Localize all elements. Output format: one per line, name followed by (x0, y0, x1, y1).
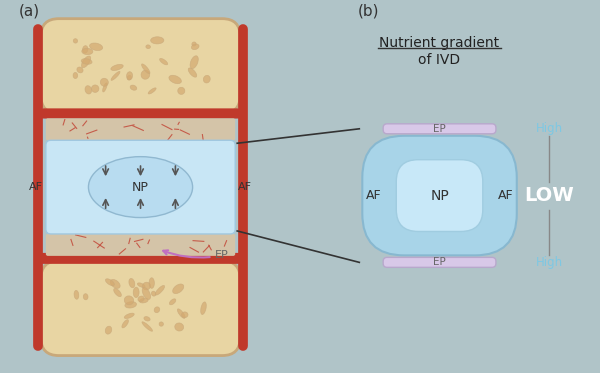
Ellipse shape (175, 323, 184, 331)
Text: AF: AF (365, 189, 381, 202)
FancyBboxPatch shape (383, 257, 496, 267)
Ellipse shape (127, 72, 133, 80)
Ellipse shape (148, 88, 156, 94)
Ellipse shape (188, 68, 197, 77)
Ellipse shape (130, 85, 137, 90)
FancyBboxPatch shape (41, 110, 240, 118)
FancyBboxPatch shape (41, 109, 240, 118)
Ellipse shape (111, 65, 123, 70)
Ellipse shape (159, 322, 163, 326)
Text: Nutrient gradient: Nutrient gradient (379, 36, 500, 50)
Ellipse shape (127, 75, 131, 80)
FancyBboxPatch shape (383, 124, 496, 134)
Ellipse shape (142, 287, 151, 300)
Ellipse shape (81, 59, 92, 64)
Ellipse shape (200, 302, 206, 314)
Text: NP: NP (132, 181, 149, 194)
FancyBboxPatch shape (41, 256, 240, 264)
Ellipse shape (85, 86, 92, 94)
Ellipse shape (142, 282, 151, 290)
Ellipse shape (73, 39, 77, 43)
Ellipse shape (160, 59, 167, 65)
Text: EP: EP (433, 257, 446, 267)
FancyBboxPatch shape (46, 140, 235, 234)
Ellipse shape (192, 42, 196, 46)
Ellipse shape (142, 322, 152, 331)
FancyBboxPatch shape (46, 234, 235, 256)
Text: (a): (a) (19, 3, 40, 18)
Ellipse shape (111, 71, 120, 81)
Ellipse shape (178, 87, 185, 94)
FancyBboxPatch shape (362, 136, 517, 256)
Ellipse shape (103, 83, 107, 92)
Ellipse shape (100, 78, 109, 86)
Ellipse shape (83, 294, 88, 300)
Ellipse shape (122, 320, 128, 328)
Ellipse shape (129, 278, 135, 288)
Ellipse shape (113, 288, 121, 297)
Text: (b): (b) (358, 3, 379, 18)
Ellipse shape (203, 75, 210, 83)
Ellipse shape (139, 298, 148, 303)
Ellipse shape (105, 326, 112, 334)
FancyBboxPatch shape (396, 160, 483, 232)
Text: EP: EP (433, 124, 446, 134)
FancyBboxPatch shape (41, 253, 240, 261)
Ellipse shape (144, 317, 150, 321)
Ellipse shape (169, 299, 176, 305)
Ellipse shape (125, 302, 137, 308)
Ellipse shape (155, 285, 164, 295)
Ellipse shape (137, 283, 145, 288)
Ellipse shape (190, 56, 198, 69)
Ellipse shape (88, 157, 193, 217)
Text: LOW: LOW (524, 186, 574, 205)
Text: NP: NP (430, 189, 449, 203)
FancyBboxPatch shape (41, 261, 240, 355)
Ellipse shape (173, 284, 184, 294)
Ellipse shape (89, 43, 103, 50)
Ellipse shape (110, 279, 120, 288)
Ellipse shape (124, 313, 134, 319)
FancyBboxPatch shape (46, 118, 235, 140)
Ellipse shape (138, 296, 144, 302)
Text: High: High (536, 122, 563, 135)
Ellipse shape (191, 44, 199, 50)
Ellipse shape (73, 72, 77, 79)
Ellipse shape (77, 67, 83, 73)
Ellipse shape (169, 75, 181, 84)
Ellipse shape (133, 287, 139, 298)
Ellipse shape (83, 46, 88, 53)
Ellipse shape (74, 290, 79, 299)
Ellipse shape (151, 37, 164, 44)
Ellipse shape (141, 70, 150, 79)
Ellipse shape (142, 64, 150, 74)
Ellipse shape (91, 85, 99, 93)
Text: EP: EP (163, 250, 229, 260)
Text: AF: AF (238, 182, 252, 192)
Ellipse shape (151, 291, 156, 296)
Ellipse shape (181, 312, 188, 318)
Ellipse shape (178, 309, 185, 319)
Text: High: High (536, 256, 563, 269)
Text: AF: AF (498, 189, 514, 202)
Text: AF: AF (29, 182, 43, 192)
Ellipse shape (106, 279, 115, 286)
Ellipse shape (146, 45, 151, 48)
Ellipse shape (149, 278, 154, 288)
Ellipse shape (154, 307, 160, 313)
Ellipse shape (82, 48, 93, 54)
Ellipse shape (124, 296, 134, 305)
Ellipse shape (82, 56, 91, 68)
Text: of IVD: of IVD (418, 53, 461, 67)
FancyBboxPatch shape (41, 19, 240, 113)
